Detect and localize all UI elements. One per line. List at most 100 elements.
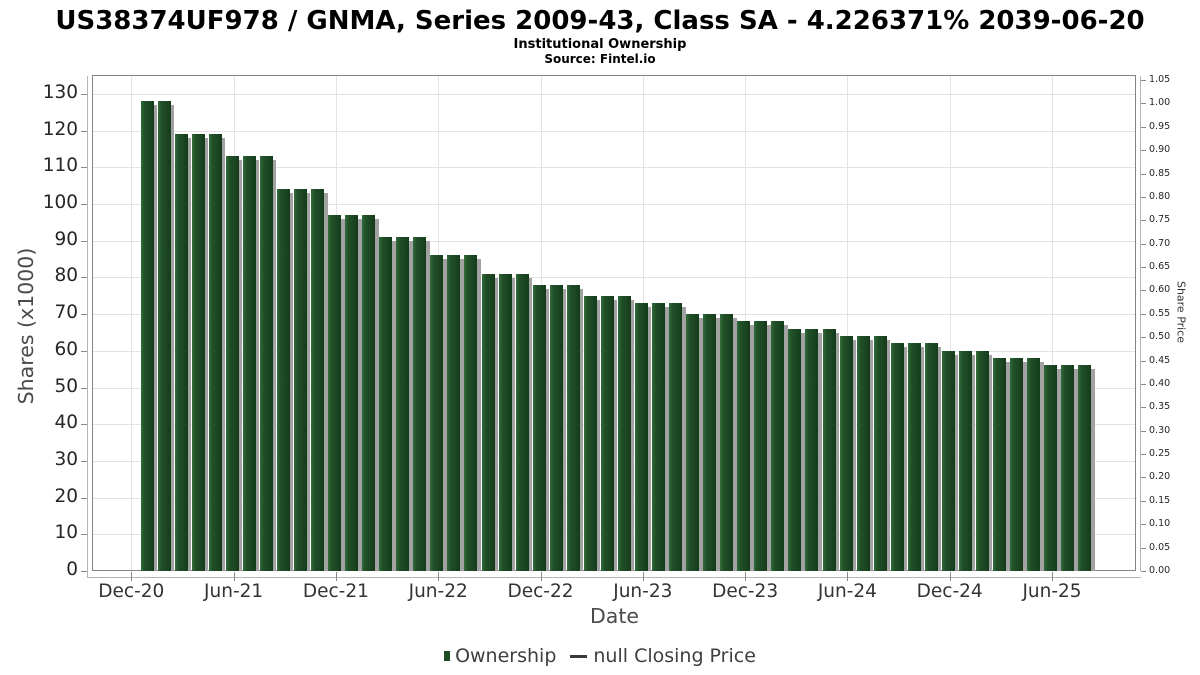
ownership-bar bbox=[532, 284, 546, 571]
ownership-bar bbox=[498, 273, 512, 571]
x-tick-label: Jun-23 bbox=[613, 581, 673, 602]
ownership-bar bbox=[839, 336, 853, 571]
h-gridline bbox=[93, 277, 1135, 279]
ownership-bar bbox=[140, 101, 154, 571]
right-axis-tick bbox=[1141, 454, 1146, 456]
bottom-axis-tick bbox=[540, 572, 542, 581]
ownership-bar bbox=[225, 156, 239, 571]
ownership-bar bbox=[174, 134, 188, 571]
ownership-bar bbox=[788, 328, 802, 571]
right-tick-label: 0.85 bbox=[1149, 167, 1171, 179]
left-axis-tick bbox=[81, 130, 87, 132]
ownership-bar bbox=[515, 273, 529, 571]
ownership-bar bbox=[771, 321, 785, 571]
ownership-bar bbox=[941, 350, 955, 571]
x-tick-label: Dec-21 bbox=[302, 581, 369, 602]
ownership-bar bbox=[549, 284, 563, 571]
left-axis-tick bbox=[81, 93, 87, 95]
ownership-bar bbox=[413, 237, 427, 571]
right-axis-tick bbox=[1141, 103, 1146, 105]
left-tick-label: 100 bbox=[42, 192, 78, 213]
right-axis-tick bbox=[1141, 150, 1146, 152]
bottom-axis-tick bbox=[335, 572, 337, 581]
bottom-axis-tick bbox=[438, 572, 440, 581]
ownership-bar bbox=[362, 215, 376, 571]
left-tick-label: 20 bbox=[54, 485, 78, 507]
left-axis-spine bbox=[87, 76, 88, 577]
right-axis-tick bbox=[1141, 500, 1146, 502]
left-tick-label: 10 bbox=[54, 522, 78, 544]
h-gridline bbox=[93, 167, 1135, 169]
h-gridline bbox=[93, 204, 1135, 205]
ownership-bar bbox=[345, 215, 359, 571]
right-tick-label: 0.35 bbox=[1149, 401, 1171, 413]
right-axis-tick bbox=[1141, 383, 1146, 385]
ownership-bar bbox=[447, 255, 461, 571]
left-axis-tick bbox=[81, 497, 87, 499]
chart-title: US38374UF978 / GNMA, Series 2009-43, Cla… bbox=[55, 6, 1145, 36]
left-tick-label: 130 bbox=[42, 81, 78, 103]
h-gridline bbox=[93, 240, 1135, 242]
bottom-axis-tick bbox=[642, 572, 644, 581]
bottom-axis-tick bbox=[233, 572, 235, 581]
ownership-bar bbox=[634, 303, 648, 571]
left-tick-label: 40 bbox=[54, 412, 78, 434]
left-axis-tick bbox=[81, 277, 87, 279]
chart-subtitle: Institutional Ownership bbox=[513, 37, 687, 52]
left-tick-label: 50 bbox=[54, 375, 78, 397]
ownership-bar bbox=[311, 189, 324, 571]
ownership-bar bbox=[993, 358, 1006, 571]
x-tick-label: Jun-25 bbox=[1022, 581, 1082, 602]
left-tick-label: 80 bbox=[54, 265, 78, 287]
ownership-bar bbox=[890, 343, 904, 571]
right-axis-tick bbox=[1141, 547, 1146, 549]
ownership-bar bbox=[208, 134, 222, 571]
ownership-bar bbox=[430, 255, 444, 571]
right-tick-label: 0.65 bbox=[1149, 261, 1171, 273]
left-axis-tick bbox=[81, 424, 87, 426]
right-tick-label: 0.45 bbox=[1149, 354, 1171, 366]
legend-item-ownership: Ownership bbox=[444, 645, 556, 667]
ownership-bar bbox=[1061, 365, 1075, 571]
right-axis-tick bbox=[1141, 407, 1146, 409]
ownership-bar bbox=[720, 314, 734, 571]
ownership-bar bbox=[1044, 365, 1058, 571]
chart-source: Source: Fintel.io bbox=[544, 52, 656, 66]
bottom-axis-tick bbox=[745, 572, 747, 581]
ownership-bar bbox=[703, 314, 717, 571]
right-tick-label: 0.50 bbox=[1149, 331, 1171, 343]
left-axis-tick bbox=[81, 350, 87, 352]
right-axis-tick bbox=[1141, 243, 1146, 245]
right-axis-title: Share Price bbox=[1174, 280, 1188, 344]
right-tick-label: 0.75 bbox=[1149, 214, 1171, 226]
v-gridline bbox=[1052, 76, 1053, 570]
left-tick-label: 120 bbox=[42, 118, 78, 140]
x-tick-label: Dec-24 bbox=[916, 581, 983, 602]
ownership-bar bbox=[328, 215, 342, 571]
v-gridline bbox=[847, 76, 849, 570]
legend-item-closing-price: null Closing Price bbox=[570, 645, 756, 667]
left-tick-label: 60 bbox=[54, 338, 78, 360]
ownership-bar bbox=[293, 189, 307, 571]
right-axis-tick bbox=[1141, 524, 1146, 526]
x-tick-label: Dec-20 bbox=[98, 581, 165, 602]
ownership-bar bbox=[822, 328, 836, 571]
left-axis-tick bbox=[81, 167, 87, 169]
ownership-bar bbox=[600, 295, 614, 571]
legend-label-ownership: Ownership bbox=[455, 645, 557, 667]
right-tick-label: 0.40 bbox=[1149, 377, 1171, 389]
legend: Ownership null Closing Price bbox=[0, 645, 1200, 667]
ownership-swatch-icon bbox=[444, 651, 451, 661]
left-axis-tick bbox=[81, 460, 87, 462]
right-tick-label: 0.10 bbox=[1149, 518, 1171, 530]
right-tick-label: 0.90 bbox=[1149, 144, 1171, 156]
ownership-bar bbox=[242, 156, 256, 571]
right-axis-spine bbox=[1140, 76, 1141, 571]
ownership-bar bbox=[805, 328, 819, 571]
ownership-bar bbox=[1027, 358, 1041, 571]
left-tick-label: 30 bbox=[54, 448, 78, 470]
x-tick-label: Jun-24 bbox=[817, 581, 877, 602]
x-tick-label: Jun-21 bbox=[204, 581, 264, 602]
right-tick-label: 0.80 bbox=[1149, 190, 1171, 202]
ownership-bar bbox=[907, 343, 921, 571]
